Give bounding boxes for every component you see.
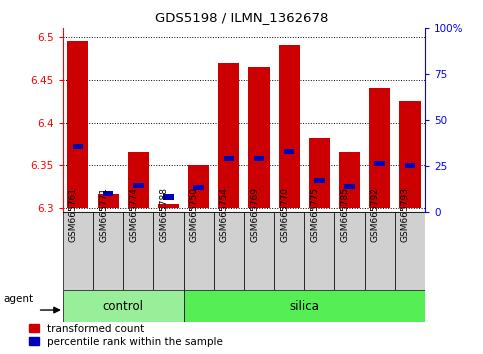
- Bar: [98, 194, 119, 208]
- Text: GSM665788: GSM665788: [159, 187, 169, 242]
- Bar: [284, 149, 295, 154]
- Bar: [344, 184, 355, 189]
- Text: GSM665754: GSM665754: [220, 187, 229, 242]
- Legend: transformed count, percentile rank within the sample: transformed count, percentile rank withi…: [29, 324, 223, 347]
- FancyBboxPatch shape: [304, 212, 334, 290]
- Bar: [248, 67, 270, 208]
- FancyBboxPatch shape: [213, 212, 244, 290]
- Text: GSM665792: GSM665792: [371, 187, 380, 242]
- Text: GSM665761: GSM665761: [69, 187, 78, 242]
- Text: GSM665785: GSM665785: [341, 187, 350, 242]
- Bar: [103, 191, 114, 196]
- Bar: [309, 138, 330, 208]
- FancyBboxPatch shape: [334, 212, 365, 290]
- Bar: [399, 101, 421, 208]
- Bar: [374, 161, 385, 166]
- Text: GSM665793: GSM665793: [401, 187, 410, 242]
- Bar: [158, 204, 179, 208]
- FancyBboxPatch shape: [184, 290, 425, 322]
- Text: GDS5198 / ILMN_1362678: GDS5198 / ILMN_1362678: [155, 11, 328, 24]
- FancyBboxPatch shape: [154, 212, 184, 290]
- Text: agent: agent: [4, 294, 34, 304]
- Bar: [279, 45, 300, 208]
- Text: GSM665775: GSM665775: [311, 187, 319, 242]
- Text: silica: silica: [289, 300, 319, 313]
- FancyBboxPatch shape: [244, 212, 274, 290]
- Bar: [67, 41, 88, 208]
- FancyBboxPatch shape: [365, 212, 395, 290]
- Bar: [218, 63, 240, 208]
- Bar: [188, 165, 209, 208]
- Text: GSM665774: GSM665774: [129, 187, 138, 242]
- Bar: [339, 153, 360, 208]
- FancyBboxPatch shape: [63, 212, 93, 290]
- Bar: [72, 144, 83, 149]
- FancyBboxPatch shape: [93, 212, 123, 290]
- Bar: [254, 156, 264, 161]
- Bar: [193, 185, 204, 190]
- Bar: [314, 178, 325, 183]
- Text: GSM665769: GSM665769: [250, 187, 259, 242]
- Bar: [405, 163, 415, 168]
- FancyBboxPatch shape: [274, 212, 304, 290]
- Bar: [128, 153, 149, 208]
- FancyBboxPatch shape: [63, 290, 184, 322]
- Bar: [224, 156, 234, 161]
- Text: GSM665770: GSM665770: [280, 187, 289, 242]
- Text: control: control: [103, 300, 143, 313]
- FancyBboxPatch shape: [184, 212, 213, 290]
- FancyBboxPatch shape: [123, 212, 154, 290]
- FancyBboxPatch shape: [395, 212, 425, 290]
- Bar: [369, 88, 390, 208]
- Bar: [163, 194, 174, 200]
- Bar: [133, 183, 143, 188]
- Text: GSM665771: GSM665771: [99, 187, 108, 242]
- Text: GSM665750: GSM665750: [190, 187, 199, 242]
